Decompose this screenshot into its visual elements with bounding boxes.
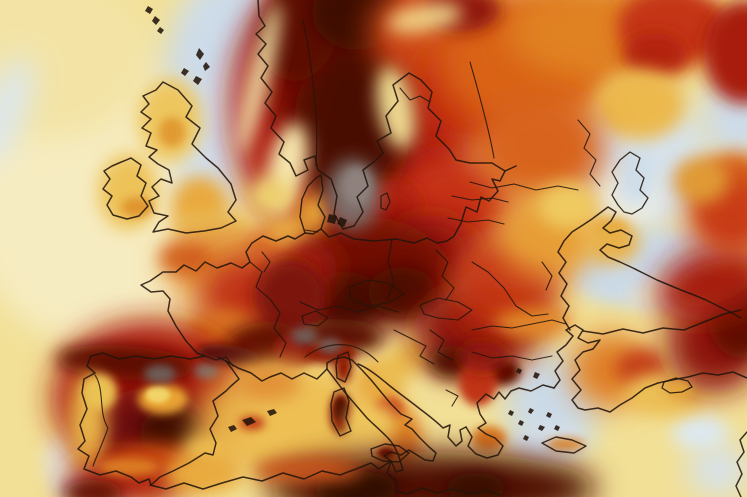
anomaly-blob	[547, 438, 585, 450]
anomaly-blob	[159, 117, 185, 147]
anomaly-blob	[372, 338, 434, 388]
anomaly-blob	[63, 480, 123, 497]
anomaly-blob	[673, 157, 729, 203]
border-path	[357, 363, 467, 447]
border-path	[149, 460, 501, 496]
anomaly-blob	[617, 146, 657, 206]
anomaly-blob	[83, 374, 117, 410]
border-path	[330, 387, 352, 437]
anomaly-blob	[160, 242, 212, 274]
island-shape	[145, 6, 164, 34]
border-path	[557, 206, 742, 331]
border-path	[92, 374, 109, 467]
anomaly-blob	[623, 33, 687, 77]
border-path	[582, 309, 742, 335]
anomaly-blob	[458, 342, 508, 372]
anomaly-blob	[237, 2, 281, 154]
border-path	[77, 232, 306, 486]
border-path	[320, 170, 506, 244]
island-shape	[228, 409, 277, 432]
anomaly-blob	[672, 414, 728, 450]
anomaly-blob	[592, 219, 628, 237]
border-path	[255, 0, 517, 230]
border-path	[204, 355, 234, 367]
anomaly-blob	[376, 66, 416, 150]
country-borders	[77, 0, 747, 497]
island-shape	[181, 48, 210, 85]
border-path	[299, 174, 326, 235]
anomaly-blob	[121, 197, 153, 217]
anomaly-blob	[387, 2, 463, 34]
anomaly-blob	[253, 457, 363, 483]
anomaly-blob	[165, 454, 241, 494]
border-path	[326, 356, 437, 473]
anomaly-blob	[538, 183, 598, 229]
anomaly-blob	[291, 328, 317, 344]
border-path	[541, 436, 587, 454]
anomaly-blob	[144, 365, 176, 383]
border-path	[249, 119, 601, 407]
border-path	[661, 377, 693, 394]
island-shape	[327, 214, 347, 227]
anomaly-blob	[196, 344, 260, 366]
border-path	[380, 192, 391, 211]
anomaly-blob	[656, 245, 747, 321]
anomaly-blob	[297, 193, 329, 233]
border-path	[225, 360, 328, 382]
border-path	[140, 81, 237, 234]
border-path	[102, 157, 149, 220]
anomaly-blob	[688, 444, 747, 496]
anomaly-blob	[475, 93, 605, 203]
anomaly-blob	[0, 0, 155, 140]
border-path	[335, 351, 352, 383]
island-shape	[508, 368, 560, 441]
anomaly-blob	[0, 57, 33, 167]
border-path	[302, 19, 495, 167]
anomaly-blob	[335, 398, 347, 420]
border-path	[304, 344, 379, 363]
anomaly-blob	[703, 0, 747, 104]
border-path	[611, 151, 649, 215]
anomaly-blob	[472, 426, 506, 450]
anomaly-blob	[495, 306, 571, 338]
border-path	[465, 384, 555, 459]
border-path	[370, 443, 410, 463]
anomaly-blob	[249, 178, 293, 214]
border-path	[735, 431, 747, 497]
anomaly-blob	[595, 70, 685, 140]
anomaly-blob	[194, 363, 220, 379]
anomaly-blob	[146, 387, 170, 403]
anomaly-blob	[667, 383, 691, 397]
